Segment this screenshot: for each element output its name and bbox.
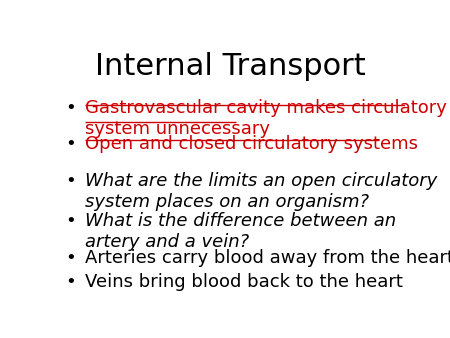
Text: Gastrovascular cavity makes circulatory
system unnecessary: Gastrovascular cavity makes circulatory … (85, 99, 447, 138)
Text: Arteries carry blood away from the heart: Arteries carry blood away from the heart (85, 249, 450, 267)
Text: What is the difference between an
artery and a vein?: What is the difference between an artery… (85, 212, 396, 251)
Text: •: • (66, 249, 76, 267)
Text: Veins bring blood back to the heart: Veins bring blood back to the heart (85, 273, 403, 291)
Text: Open and closed circulatory systems: Open and closed circulatory systems (85, 135, 418, 153)
Text: What are the limits an open circulatory
system places on an organism?: What are the limits an open circulatory … (85, 172, 437, 211)
Text: •: • (66, 212, 76, 230)
Text: •: • (66, 273, 76, 291)
Text: •: • (66, 135, 76, 153)
Text: •: • (66, 99, 76, 117)
Text: Internal Transport: Internal Transport (95, 52, 366, 81)
Text: •: • (66, 172, 76, 190)
